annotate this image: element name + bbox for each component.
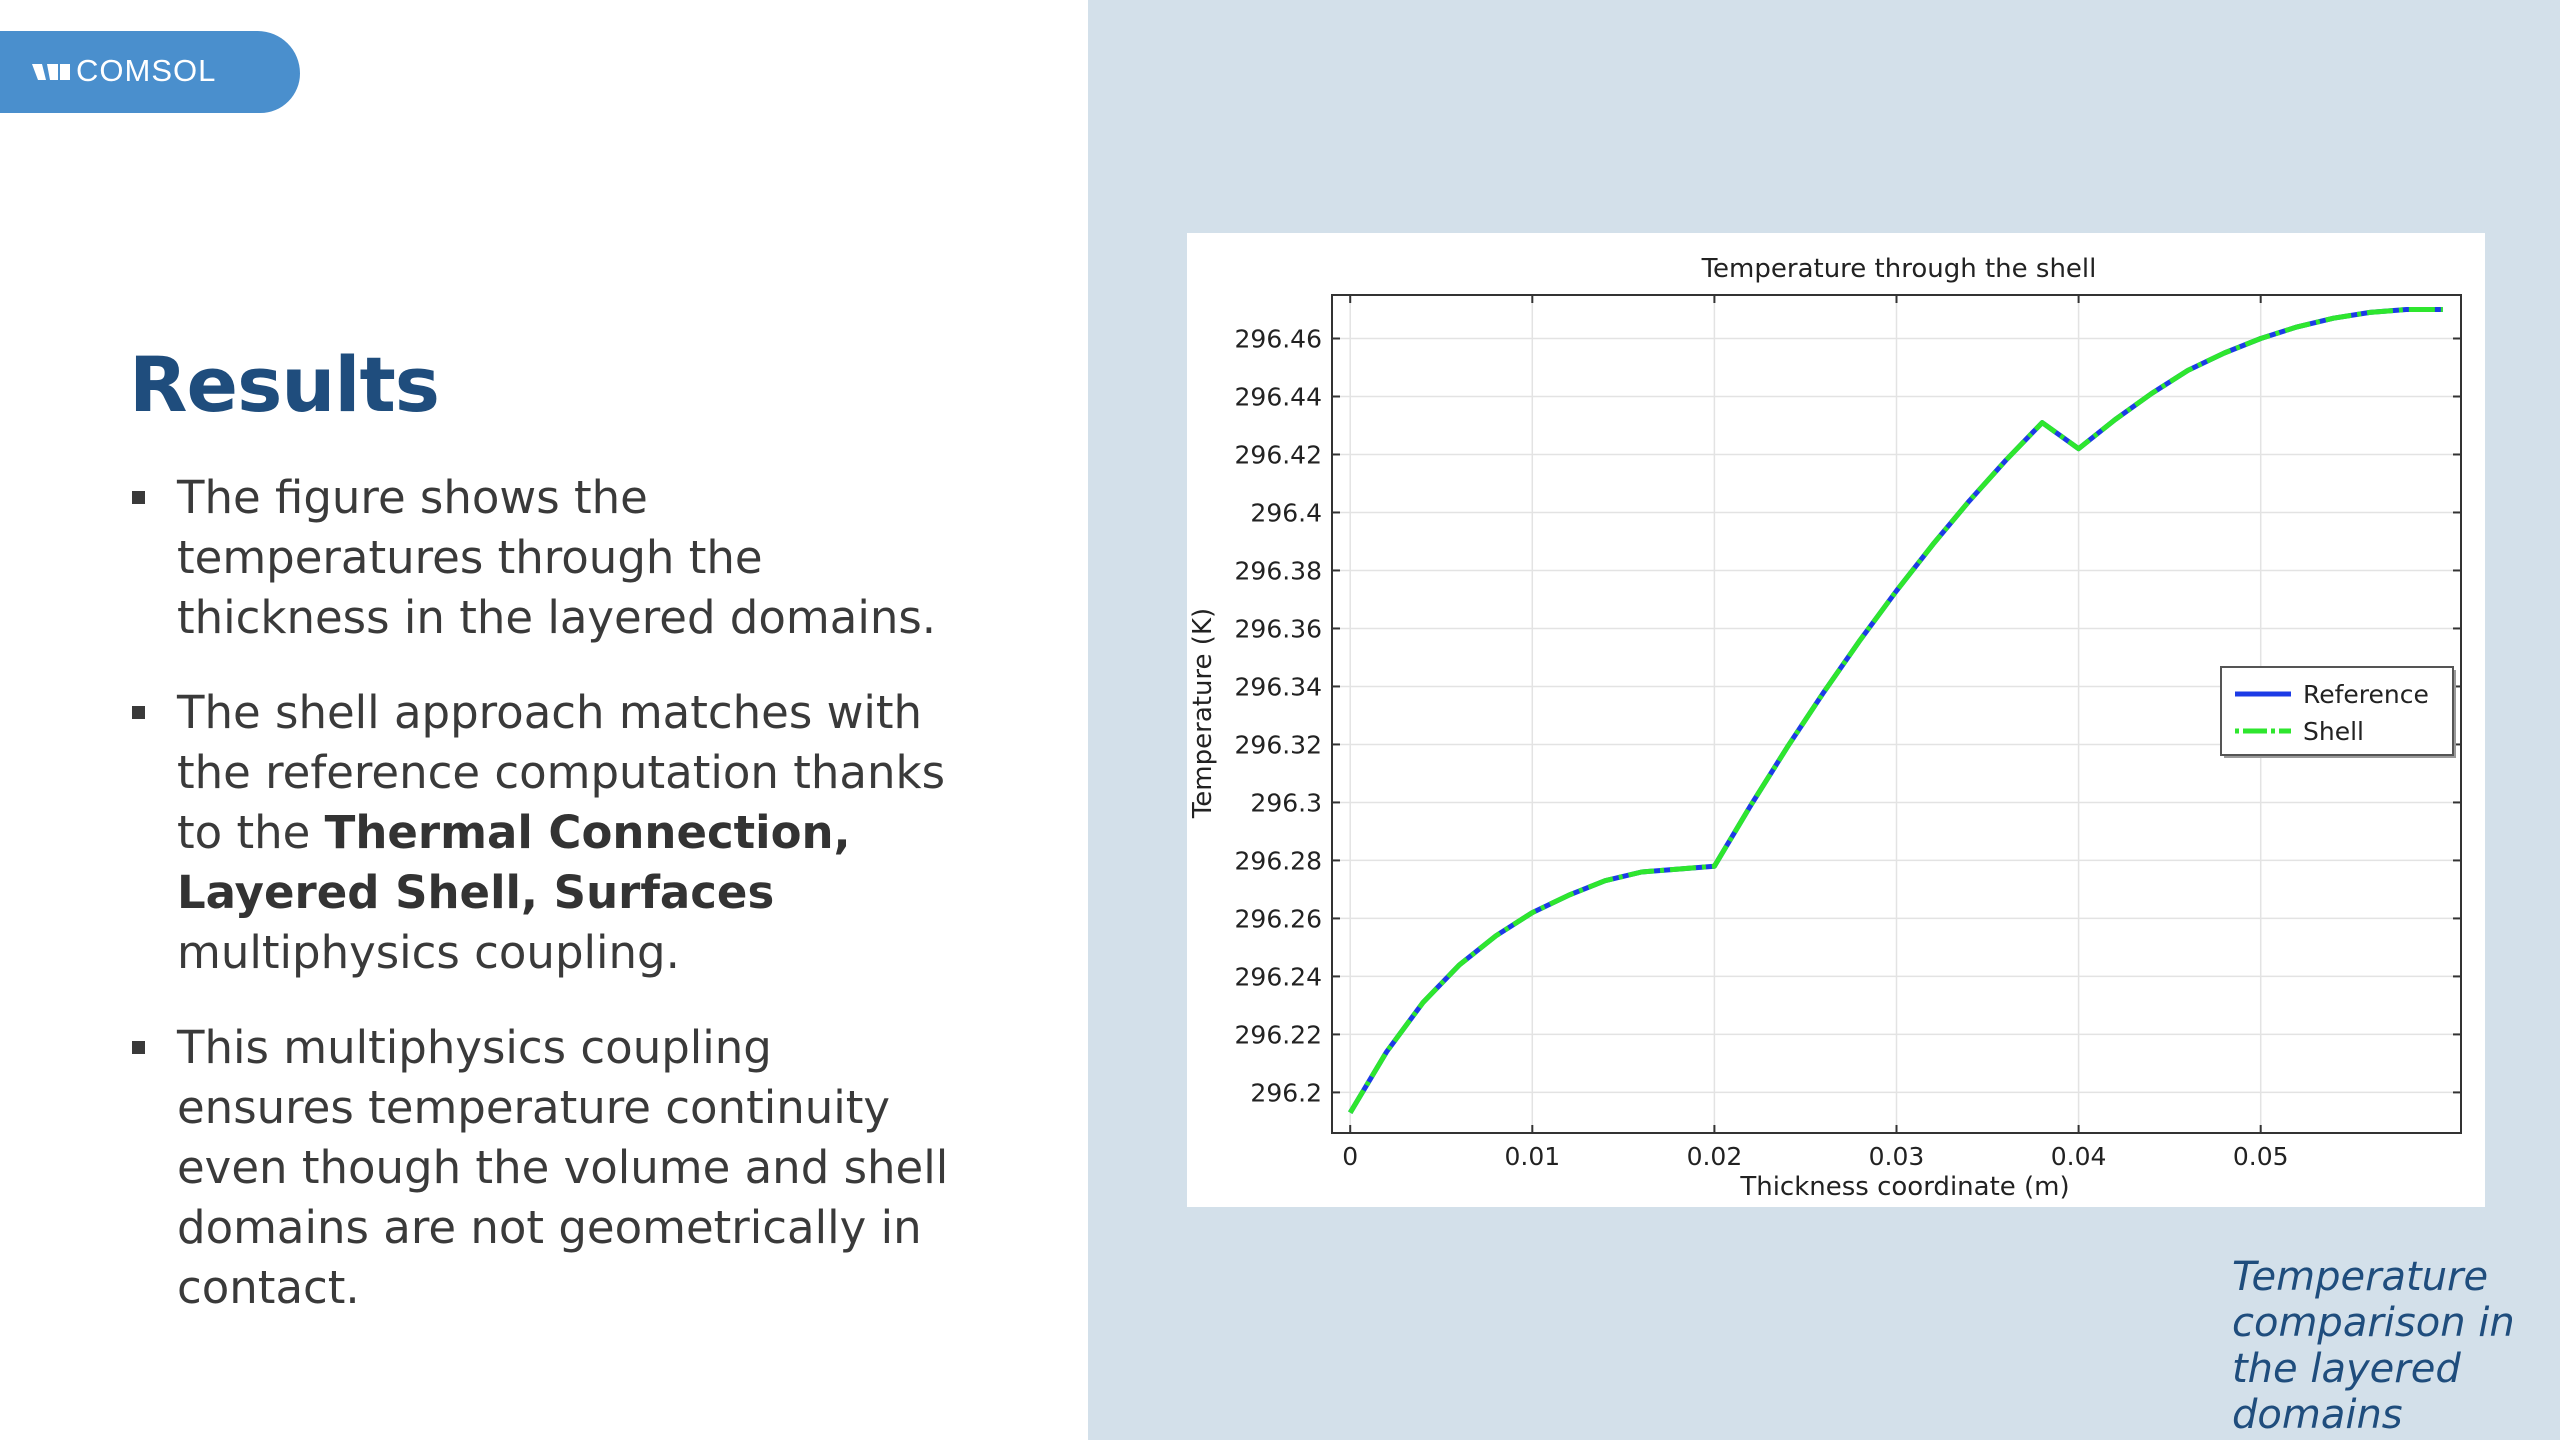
legend-label-reference: Reference [2303, 680, 2429, 709]
bullet-text-after: multiphysics coupling. [177, 926, 680, 979]
y-tick-label: 296.44 [1235, 382, 1322, 411]
x-tick-label: 0.03 [1869, 1142, 1925, 1171]
plot-frame [1331, 294, 2462, 1134]
comsol-logo-icon [32, 64, 70, 80]
legend: Reference Shell [2220, 666, 2456, 758]
temperature-chart: 0 0.01 0.02 0.03 0.04 0.05 296.2 296.22 296.24 29… [1188, 254, 2462, 1202]
bullet-text-before: The shell approach matches with the refe… [177, 686, 946, 859]
x-tick-label: 0.05 [2233, 1142, 2289, 1171]
series-lines [1348, 307, 2443, 1114]
x-tick-label: 0 [1342, 1142, 1358, 1171]
bullet-text: This multiphysics coupling ensures tempe… [177, 1021, 949, 1314]
series-line-shell [1348, 307, 2443, 1114]
y-tick-label: 296.38 [1235, 556, 1322, 585]
axis-ticks: 0 0.01 0.02 0.03 0.04 0.05 296.2 296.22 296.24 29… [1235, 295, 2461, 1171]
slide-title: Results [129, 340, 440, 429]
x-tick-label: 0.02 [1687, 1142, 1743, 1171]
y-axis-label: Temperature (K) [1188, 608, 1218, 819]
y-tick-label: 296.42 [1235, 440, 1322, 469]
bullet-bold-text: Thermal Connection, Layered Shell, Surfa… [177, 806, 851, 919]
y-tick-label: 296.34 [1235, 672, 1322, 701]
logo-text: COMSOL [76, 53, 217, 88]
legend-box [2220, 666, 2454, 756]
comsol-logo: COMSOL [0, 31, 300, 113]
bullet-item-1: The figure shows the temperatures throug… [128, 468, 958, 648]
x-axis-label: Thickness coordinate (m) [1739, 1172, 2069, 1202]
y-tick-label: 296.36 [1235, 614, 1322, 643]
bullet-item-3: This multiphysics coupling ensures tempe… [128, 1018, 958, 1318]
y-tick-label: 296.24 [1235, 962, 1322, 991]
x-tick-label: 0.04 [2051, 1142, 2107, 1171]
legend-label-shell: Shell [2303, 717, 2364, 746]
left-pane: COMSOL Results The figure shows the temp… [0, 0, 1088, 1440]
x-tick-label: 0.01 [1504, 1142, 1560, 1171]
y-tick-label: 296.28 [1235, 846, 1322, 875]
y-tick-label: 296.4 [1250, 498, 1322, 527]
bullet-list: The figure shows the temperatures throug… [128, 468, 958, 1353]
figure-caption: Temperature comparison in the layered do… [2232, 1254, 2515, 1438]
chart-title: Temperature through the shell [1701, 254, 2097, 284]
y-tick-label: 296.3 [1250, 788, 1322, 817]
y-tick-label: 296.32 [1235, 730, 1322, 759]
figure-panel: 0 0.01 0.02 0.03 0.04 0.05 296.2 296.22 296.24 29… [1187, 233, 2485, 1207]
y-tick-label: 296.46 [1235, 324, 1322, 353]
y-tick-label: 296.22 [1235, 1020, 1322, 1049]
bullet-item-2: The shell approach matches with the refe… [128, 683, 958, 983]
y-tick-label: 296.2 [1250, 1078, 1322, 1107]
y-tick-label: 296.26 [1235, 904, 1322, 933]
bullet-text: The figure shows the temperatures throug… [177, 471, 937, 644]
